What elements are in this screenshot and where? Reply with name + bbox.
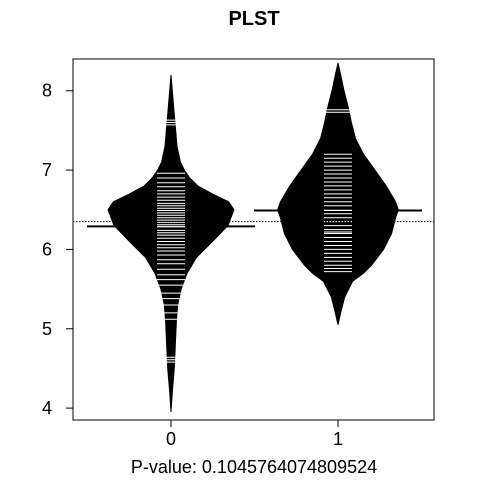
- bean-layer: [107, 62, 399, 413]
- chart-title: PLST: [228, 8, 279, 30]
- y-tick-label-5: 5: [42, 319, 52, 339]
- y-axis: 4 5 6 7 8: [42, 81, 74, 418]
- x-tick-label-0: 0: [166, 429, 176, 449]
- y-tick-label-7: 7: [42, 160, 52, 180]
- x-tick-label-1: 1: [333, 429, 343, 449]
- y-tick-label-6: 6: [42, 239, 52, 259]
- bean-0: [107, 74, 235, 413]
- x-axis-label: P-value: 0.1045764074809524: [131, 457, 377, 477]
- y-tick-label-4: 4: [42, 398, 52, 418]
- bean-line-layer: [157, 109, 352, 363]
- y-tick-label-8: 8: [42, 81, 52, 101]
- group-mean-layer: [87, 209, 422, 228]
